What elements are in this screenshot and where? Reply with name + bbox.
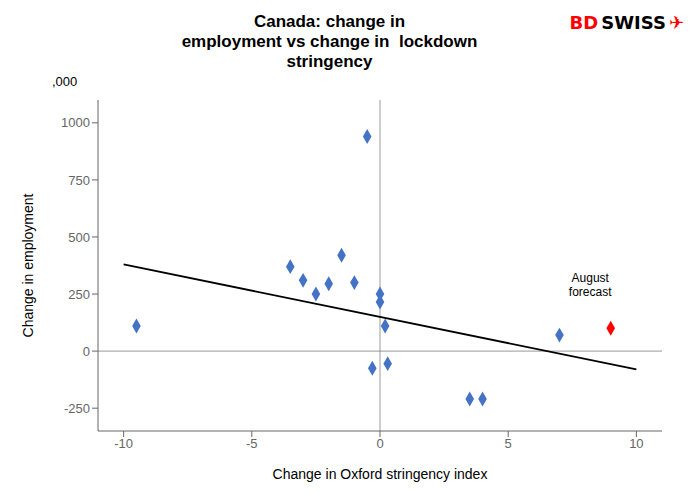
svg-text:Augustforecast: Augustforecast	[569, 271, 612, 299]
svg-text:Change in Oxford stringency in: Change in Oxford stringency index	[273, 466, 488, 482]
html-text:BD SWISS ✈: BD SWISS ✈	[569, 12, 684, 33]
svg-text:250: 250	[68, 287, 90, 302]
svg-text:10: 10	[629, 436, 643, 451]
svg-text:500: 500	[68, 230, 90, 245]
html-text:Canada: change in: Canada: change in	[253, 12, 405, 31]
svg-text:5: 5	[505, 436, 512, 451]
svg-text:-10: -10	[114, 436, 133, 451]
html-text:employment vs change in lockdo: employment vs change in lockdown	[181, 32, 478, 51]
svg-text:-250: -250	[64, 401, 90, 416]
svg-text:0: 0	[376, 436, 383, 451]
svg-text:1000: 1000	[61, 115, 90, 130]
html-text:stringency: stringency	[286, 52, 373, 71]
svg-text:750: 750	[68, 173, 90, 188]
svg-text:Change in employment: Change in employment	[20, 193, 36, 337]
svg-text:0: 0	[83, 344, 90, 359]
html-text:,000: ,000	[52, 74, 78, 89]
svg-text:-5: -5	[246, 436, 258, 451]
